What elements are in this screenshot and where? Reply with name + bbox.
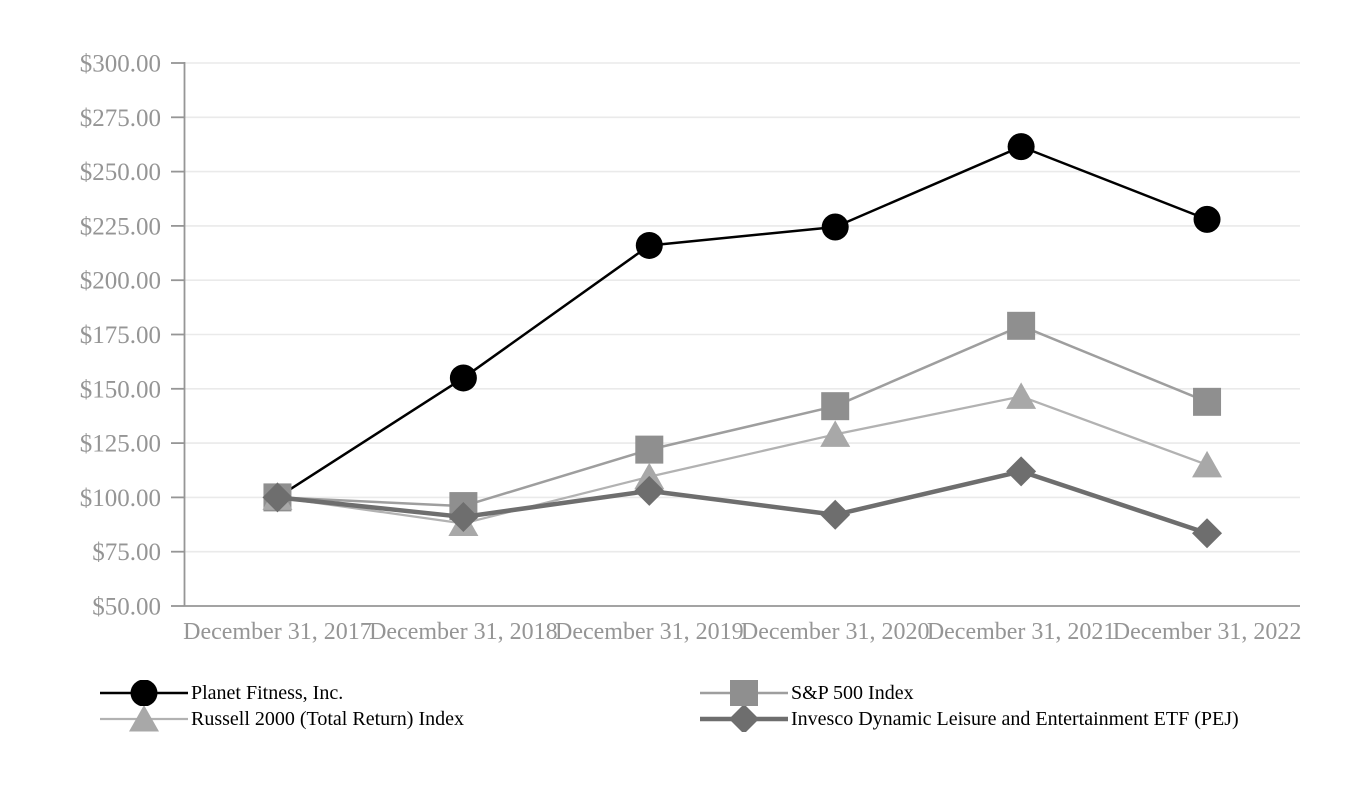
- series-line-2: [276, 395, 1209, 525]
- triangle-data-point-marker-icon: [1006, 382, 1037, 409]
- legend-label-planet-fitness: Planet Fitness, Inc.: [191, 682, 344, 704]
- chart-plot-area: $300.00 $275.00 $250.00 $225.00 $200.00 $175.…: [80, 51, 1302, 646]
- y-axis-tick-label: $225.00: [80, 213, 161, 240]
- legend-item-sp500: S&P 500 Index: [700, 680, 1239, 706]
- legend-item-planet-fitness: Planet Fitness, Inc.: [100, 680, 700, 706]
- legend-item-invesco-pej: Invesco Dynamic Leisure and Entertainmen…: [700, 706, 1239, 732]
- y-axis-tick-label: $200.00: [80, 268, 161, 295]
- triangle-data-point-marker-icon: [129, 706, 159, 732]
- y-axis-tick-label: $150.00: [80, 376, 161, 403]
- series-line-0: [276, 145, 1209, 499]
- y-axis-tick-label: $275.00: [80, 105, 161, 132]
- series-line-1: [276, 324, 1209, 508]
- circle-data-point-marker-icon: [130, 680, 158, 706]
- square-data-point-marker-icon: [635, 435, 664, 464]
- y-axis-tick-label: $50.00: [92, 594, 161, 621]
- diamond-data-point-marker-icon: [729, 706, 759, 732]
- diamond-data-point-marker-icon: [448, 501, 479, 532]
- legend-label-russell-2000: Russell 2000 (Total Return) Index: [191, 708, 464, 730]
- square-data-point-marker-icon: [821, 392, 850, 421]
- x-axis-tick-label: December 31, 2017: [183, 619, 372, 645]
- triangle-data-point-marker-icon: [820, 420, 851, 447]
- diamond-data-point-marker-icon: [1192, 518, 1223, 549]
- series-line-3: [275, 469, 1210, 536]
- circle-data-point-marker-icon: [635, 231, 663, 259]
- y-axis-tick-label: $125.00: [80, 431, 161, 458]
- y-axis-tick-label: $300.00: [80, 51, 161, 78]
- performance-line-chart: $300.00 $275.00 $250.00 $225.00 $200.00 $175.…: [80, 51, 1302, 646]
- diamond-data-point-marker-icon: [820, 499, 851, 530]
- square-data-point-marker-icon: [730, 680, 758, 706]
- diamond-data-point-marker-icon: [262, 482, 293, 513]
- y-axis-tick-label: $100.00: [80, 485, 161, 512]
- triangle-data-point-marker-icon: [1192, 450, 1223, 478]
- circle-data-point-marker-icon: [1007, 133, 1035, 161]
- circle-data-point-marker-icon: [449, 364, 477, 392]
- legend-label-sp500: S&P 500 Index: [791, 682, 914, 704]
- y-axis-tick-label: $250.00: [80, 159, 161, 186]
- circle-data-point-marker-icon: [821, 213, 849, 241]
- square-data-point-marker-icon: [1193, 387, 1222, 416]
- x-axis-tick-label: December 31, 2018: [369, 619, 558, 645]
- square-data-point-marker-icon: [1007, 311, 1036, 340]
- legend-item-russell-2000: Russell 2000 (Total Return) Index: [100, 706, 700, 732]
- sp500-line-square-marker-icon: [700, 680, 788, 706]
- y-axis-tick-label: $75.00: [92, 539, 161, 566]
- circle-data-point-marker-icon: [1193, 205, 1221, 233]
- diamond-data-point-marker-icon: [634, 475, 665, 506]
- chart-legend: Planet Fitness, Inc. S&P 500 Index Russe…: [100, 680, 1239, 732]
- x-axis-tick-label: December 31, 2021: [927, 619, 1116, 645]
- x-axis-tick-label: December 31, 2022: [1113, 619, 1302, 645]
- y-axis-tick-label: $175.00: [80, 322, 161, 349]
- x-axis-tick-label: December 31, 2019: [555, 619, 744, 645]
- legend-label-invesco-pej: Invesco Dynamic Leisure and Entertainmen…: [791, 708, 1239, 730]
- invesco-pej-line-diamond-marker-icon: [700, 706, 788, 732]
- planet-fitness-line-circle-marker-icon: [100, 680, 188, 706]
- russell-2000-line-triangle-marker-icon: [100, 706, 188, 732]
- x-axis-tick-label: December 31, 2020: [741, 619, 930, 645]
- diamond-data-point-marker-icon: [1006, 456, 1037, 487]
